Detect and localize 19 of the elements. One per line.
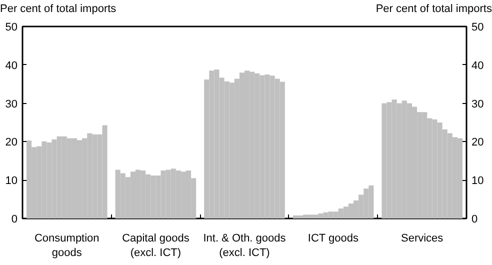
y-tick-label: 50 — [5, 22, 18, 34]
y2-tick-label: 30 — [472, 98, 484, 110]
x-tick-label: Services — [401, 232, 444, 244]
y2-tick-label: 20 — [472, 136, 484, 149]
x-tick-label: ICT goods — [308, 232, 359, 244]
y-tick-label: 10 — [5, 175, 18, 188]
y2-tick-label: 0 — [472, 214, 478, 226]
x-tick-label: Int. & Oth. goods (excl. ICT) — [203, 232, 286, 259]
x-tick-label: Consumption goods — [34, 232, 100, 259]
y-tick-label: 30 — [5, 98, 18, 110]
y2-tick-label: 10 — [472, 175, 484, 188]
y2-tick-label: 40 — [472, 60, 484, 72]
y2-axis-title: Per cent of total imports — [376, 2, 492, 17]
y2-tick-label: 50 — [472, 22, 484, 34]
x-tick-label: Capital goods (excl. ICT) — [122, 232, 190, 259]
y-tick-label: 40 — [5, 60, 18, 72]
y-axis-title: Per cent of total imports — [0, 2, 116, 17]
y-tick-label: 20 — [5, 136, 18, 149]
y-tick-label: 0 — [11, 214, 18, 226]
